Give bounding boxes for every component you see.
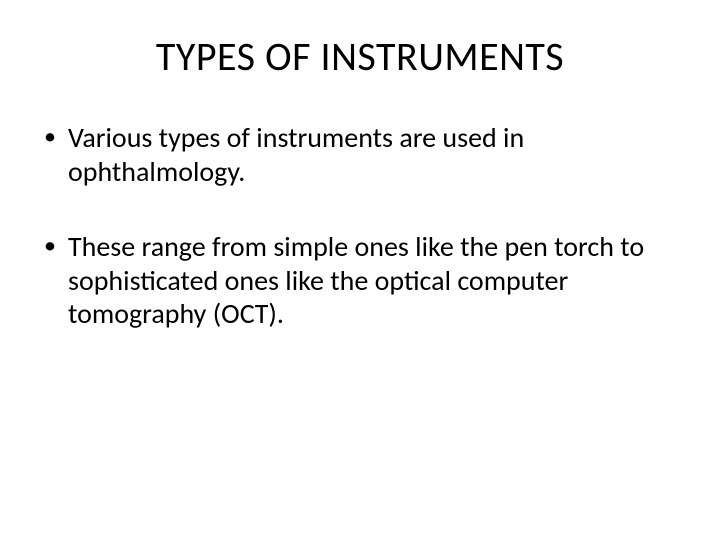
- slide-title: TYPES OF INSTRUMENTS: [40, 32, 680, 81]
- slide: TYPES OF INSTRUMENTS Various types of in…: [0, 0, 720, 540]
- bullet-item: Various types of instruments are used in…: [44, 121, 680, 188]
- bullet-list: Various types of instruments are used in…: [40, 121, 680, 331]
- bullet-item: These range from simple ones like the pe…: [44, 230, 680, 331]
